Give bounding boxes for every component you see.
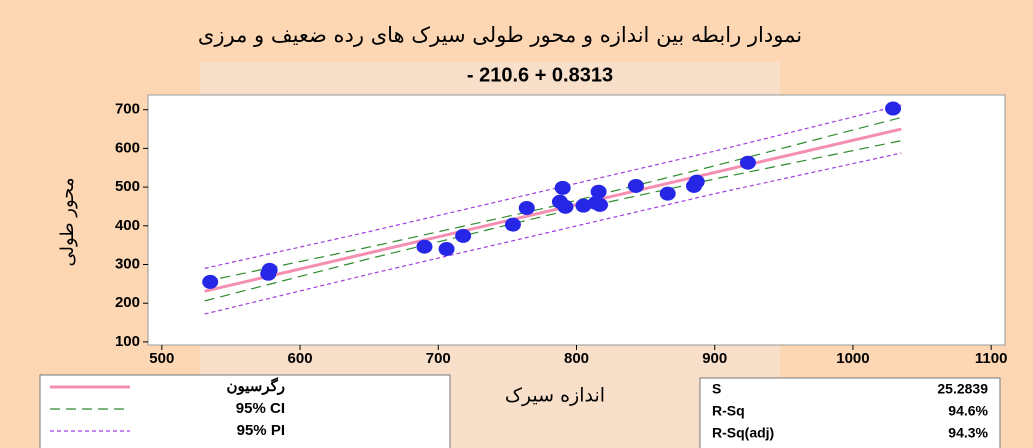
stat-value: 94.6%: [948, 403, 988, 419]
point: [688, 174, 705, 189]
fit-line: [204, 116, 902, 283]
legend-label: 95% PI: [237, 422, 285, 439]
x-tick-label: 1100: [975, 350, 1008, 367]
x-tick-label: 500: [149, 350, 174, 367]
stat-name: R-Sq: [712, 403, 745, 419]
point: [590, 184, 607, 199]
y-tick-label: 500: [115, 178, 140, 195]
stat-name: S: [712, 381, 721, 397]
point: [438, 242, 455, 257]
point: [557, 199, 574, 214]
x-tick-label: 1000: [836, 350, 869, 367]
point: [554, 180, 571, 195]
point: [504, 217, 521, 232]
y-tick-label: 400: [115, 217, 140, 234]
x-tick-label: 700: [426, 350, 451, 367]
y-tick-label: 100: [115, 333, 140, 350]
x-axis-label: اندازه سیرک: [505, 385, 605, 407]
point: [261, 262, 278, 277]
x-tick-label: 900: [702, 350, 727, 367]
legend-label: 95% CI: [236, 400, 285, 417]
fit-line: [204, 152, 902, 315]
x-tick-label: 800: [564, 350, 589, 367]
plot-area: [147, 94, 1006, 346]
point: [575, 198, 592, 213]
point: [591, 197, 608, 212]
fit-line: [204, 127, 902, 293]
y-tick-label: 700: [115, 101, 140, 118]
point: [455, 228, 472, 243]
x-tick-label: 600: [288, 350, 313, 367]
point: [885, 101, 902, 116]
fit-line: [204, 140, 902, 302]
chart-title: نمودار رابطه بین اندازه و محور طولی سیرک…: [198, 23, 802, 47]
stats-box: [699, 377, 1001, 448]
stat-value: 94.3%: [948, 425, 988, 441]
stat-value: 25.2839: [937, 381, 988, 397]
legend-label: رگرسیون: [226, 377, 285, 395]
point: [518, 201, 535, 216]
point: [627, 178, 644, 193]
fit-line: [204, 104, 902, 269]
stat-name: R-Sq(adj): [712, 425, 774, 441]
point: [416, 239, 433, 254]
chart-subtitle: - 210.6 + 0.8313: [467, 64, 613, 86]
point: [739, 155, 756, 170]
point: [202, 274, 219, 289]
y-tick-label: 600: [115, 139, 140, 156]
y-tick-label: 300: [115, 255, 140, 272]
point: [659, 186, 676, 201]
y-axis-label: محور طولی: [57, 177, 78, 266]
y-tick-label: 200: [115, 294, 140, 311]
